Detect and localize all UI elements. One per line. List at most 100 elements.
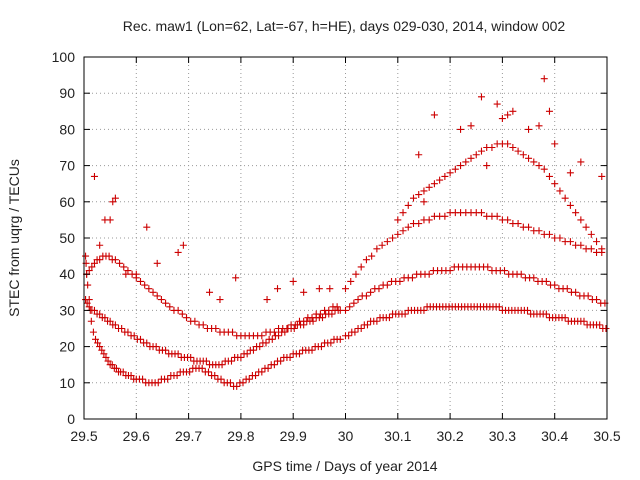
data-point (430, 180, 438, 188)
data-point (83, 299, 91, 307)
data-point (389, 234, 397, 242)
y-tick-label: 0 (67, 411, 75, 427)
data-point (212, 325, 220, 332)
data-point (362, 256, 370, 264)
x-tick-label: 29.6 (123, 428, 150, 444)
data-point (277, 357, 285, 365)
data-point (409, 194, 417, 202)
data-point (318, 314, 326, 322)
data-point (309, 317, 317, 325)
data-point (540, 75, 548, 83)
x-tick-label: 29.7 (175, 428, 202, 444)
data-point (116, 259, 124, 267)
series-8 (415, 75, 606, 206)
data-point (141, 281, 149, 289)
y-tick-labels: 0 10 20 30 40 50 60 70 80 90 100 (52, 49, 76, 427)
data-point (173, 372, 181, 380)
data-point (286, 353, 294, 361)
data-point (425, 216, 433, 224)
data-point (357, 325, 365, 332)
data-point (495, 303, 503, 311)
x-tick-label: 30.5 (593, 428, 620, 444)
data-point (415, 220, 423, 228)
data-point (327, 339, 335, 347)
data-point (124, 267, 132, 275)
y-tick-label: 70 (59, 158, 75, 174)
data-point (90, 259, 98, 267)
data-point (415, 151, 423, 159)
data-point (130, 332, 138, 340)
data-point (457, 125, 465, 133)
data-point (204, 368, 212, 376)
data-point (378, 241, 386, 249)
data-point (404, 201, 412, 209)
data-point (488, 144, 496, 151)
data-point (596, 321, 604, 329)
data-point (153, 259, 161, 267)
data-point (245, 375, 253, 383)
data-point (249, 346, 257, 354)
data-point (563, 285, 571, 293)
data-point (525, 223, 533, 231)
data-point (493, 212, 501, 220)
data-point (275, 332, 283, 340)
series-7 (394, 140, 606, 253)
data-point (498, 115, 506, 123)
data-point (556, 187, 564, 195)
data-point (425, 183, 433, 191)
data-point (346, 303, 354, 311)
data-point (441, 212, 449, 220)
data-point (237, 353, 245, 361)
data-point (509, 144, 517, 151)
data-point (226, 379, 234, 387)
data-point (106, 317, 114, 325)
data-point (84, 281, 92, 289)
data-point (229, 328, 237, 336)
data-point (120, 263, 128, 271)
series-0 (82, 252, 344, 390)
data-point (336, 335, 344, 343)
data-point (342, 306, 349, 314)
data-point (88, 263, 96, 271)
y-tick-label: 50 (59, 230, 75, 246)
data-point (383, 238, 391, 246)
data-point (174, 350, 182, 358)
data-point (102, 353, 110, 361)
data-point (90, 306, 98, 314)
data-point (258, 368, 266, 376)
data-point (98, 346, 106, 354)
data-point (111, 194, 119, 202)
data-point (580, 317, 588, 325)
data-point (451, 165, 459, 173)
data-point (352, 270, 360, 278)
data-point (545, 172, 553, 180)
x-tick-label: 30.1 (384, 428, 411, 444)
data-point (104, 357, 112, 365)
series-2 (83, 252, 341, 340)
x-tick-labels: 29.5 29.6 29.7 29.8 29.9 30 30.1 30.2 30.3 30.4 30… (70, 428, 620, 444)
data-point (162, 299, 170, 307)
data-point (109, 198, 117, 206)
data-point (258, 332, 266, 340)
data-point (493, 100, 501, 108)
data-point (263, 296, 271, 304)
data-point (551, 140, 559, 148)
data-point (118, 325, 126, 332)
data-point (252, 372, 260, 380)
data-point (540, 165, 548, 173)
data-point (256, 343, 264, 351)
data-point (308, 346, 316, 354)
data-point (202, 357, 210, 365)
data-point (96, 241, 104, 249)
data-point (587, 230, 595, 238)
y-tick-label: 20 (59, 339, 75, 355)
series-4 (342, 303, 610, 340)
data-point (328, 310, 336, 318)
data-point (602, 325, 610, 332)
data-point (399, 227, 407, 235)
data-point (152, 343, 160, 351)
data-point (164, 375, 172, 383)
data-point (96, 256, 104, 264)
data-point (535, 122, 543, 130)
data-point (308, 314, 316, 322)
